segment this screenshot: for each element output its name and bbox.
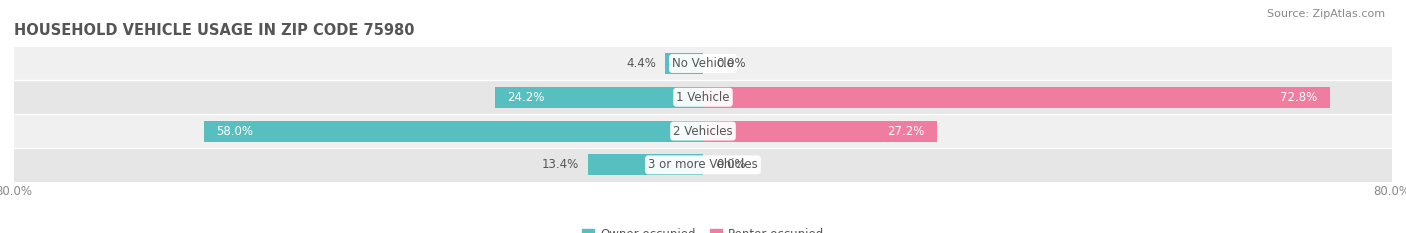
Text: No Vehicle: No Vehicle [672,57,734,70]
Text: 27.2%: 27.2% [887,125,924,137]
Bar [14,114,1392,148]
Bar [204,121,703,141]
Legend: Owner-occupied, Renter-occupied: Owner-occupied, Renter-occupied [578,224,828,233]
Text: 0.0%: 0.0% [716,57,745,70]
Bar [703,121,938,141]
Text: 2 Vehicles: 2 Vehicles [673,125,733,137]
Text: 3 or more Vehicles: 3 or more Vehicles [648,158,758,171]
Text: 72.8%: 72.8% [1279,91,1317,104]
Text: HOUSEHOLD VEHICLE USAGE IN ZIP CODE 75980: HOUSEHOLD VEHICLE USAGE IN ZIP CODE 7598… [14,24,415,38]
Text: 58.0%: 58.0% [217,125,253,137]
Bar [495,87,703,108]
Bar [14,47,1392,80]
Text: 0.0%: 0.0% [716,158,745,171]
Text: 1 Vehicle: 1 Vehicle [676,91,730,104]
Bar [588,154,703,175]
Bar [665,53,703,74]
Bar [703,87,1330,108]
Bar [14,148,1392,182]
Bar [14,80,1392,114]
Text: 24.2%: 24.2% [508,91,546,104]
Text: 4.4%: 4.4% [627,57,657,70]
Text: 13.4%: 13.4% [541,158,579,171]
Text: Source: ZipAtlas.com: Source: ZipAtlas.com [1267,9,1385,19]
